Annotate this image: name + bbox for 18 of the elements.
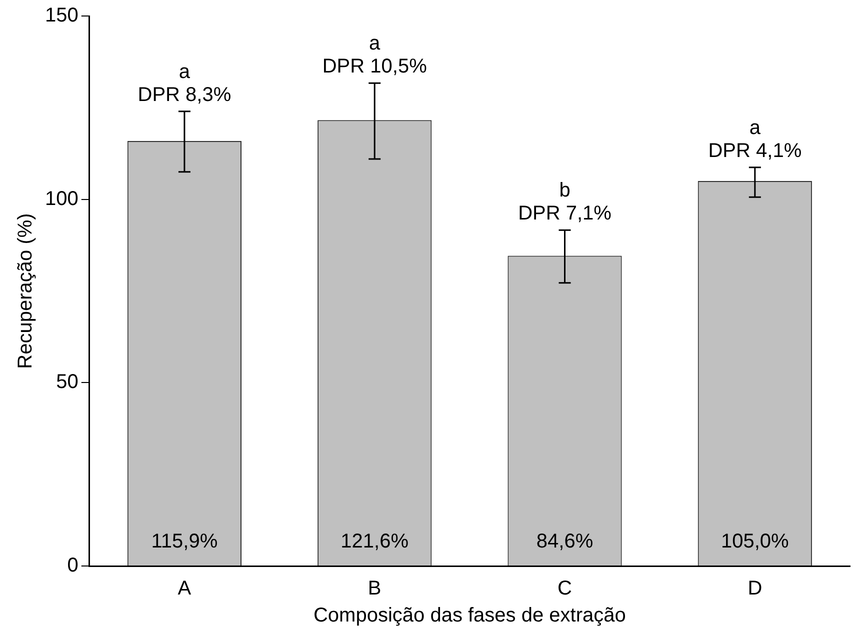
y-axis-title: Recuperação (%) <box>14 213 37 369</box>
annotation: a DPR 10,5% <box>322 32 428 78</box>
x-tick-label: D <box>748 578 762 600</box>
y-tick-label: 50 <box>56 371 78 394</box>
annotation: a DPR 4,1% <box>708 116 802 162</box>
annotation: a DPR 8,3% <box>138 60 232 106</box>
x-tick-label: B <box>368 578 382 600</box>
data-label: 105,0% <box>721 530 790 553</box>
data-label: 115,9% <box>151 530 218 553</box>
annotation: b DPR 7,1% <box>518 180 612 225</box>
data-label: 84,6% <box>536 530 594 553</box>
x-axis-title: Composição das fases de extração <box>313 604 626 627</box>
y-tick-label: 100 <box>44 188 78 210</box>
x-tick-label: A <box>178 578 192 600</box>
y-tick-label: 0 <box>67 554 78 577</box>
x-tick-label: C <box>558 578 572 600</box>
y-tick-label: 150 <box>44 4 78 27</box>
data-label: 121,6% <box>340 530 409 553</box>
